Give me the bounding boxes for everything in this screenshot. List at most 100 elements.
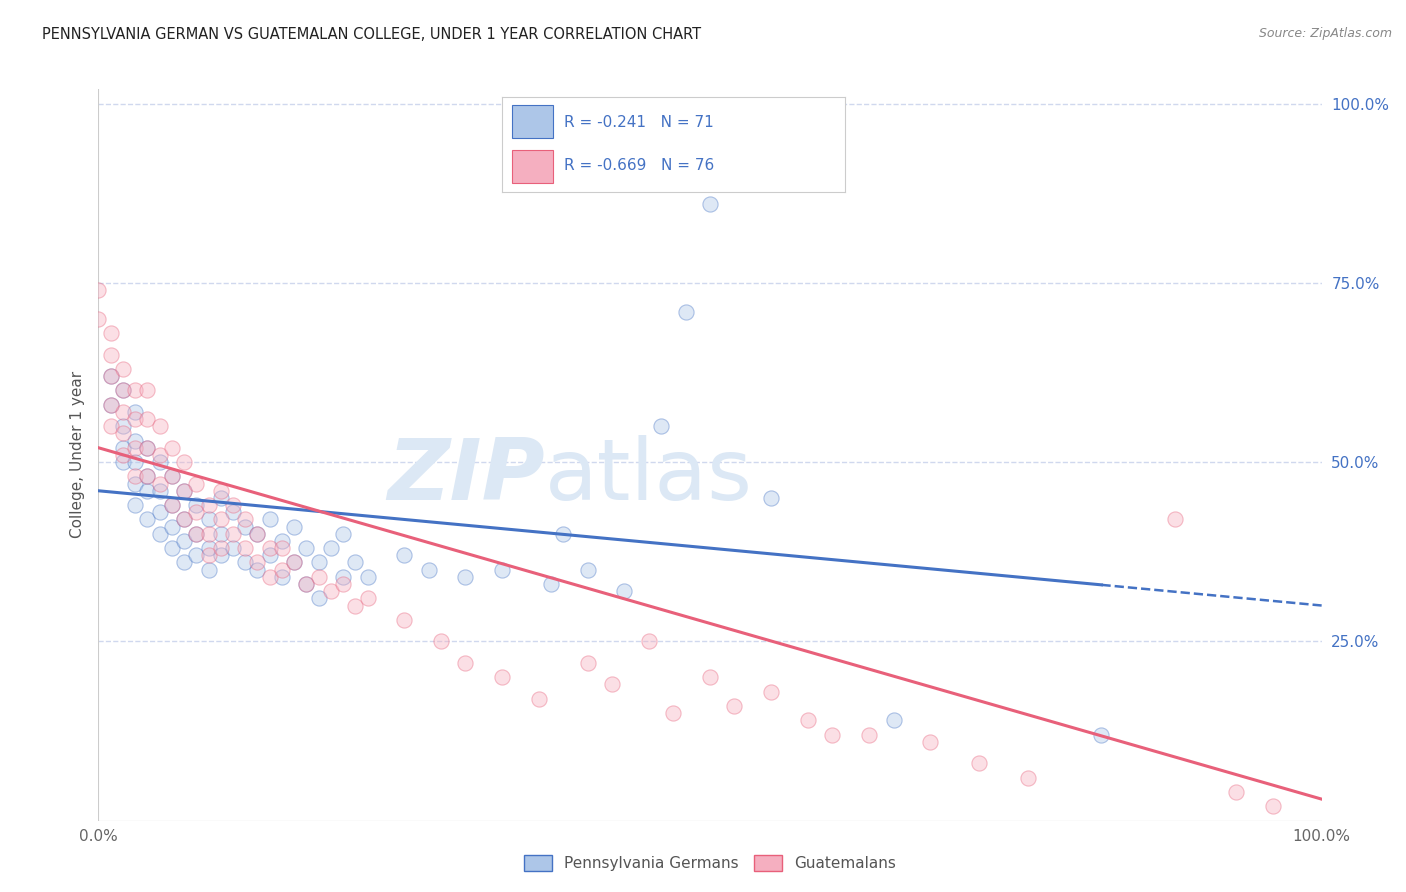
Point [540,577,562,591]
Point [124,476,146,491]
Point [308,591,330,606]
Point [699,670,721,684]
Point [222,526,245,541]
Point [209,512,232,526]
Point [160,469,183,483]
Point [209,541,232,556]
Point [491,563,513,577]
Point [319,541,342,556]
Point [124,384,146,398]
Point [920,735,942,749]
Legend: Pennsylvania Germans, Guatemalans: Pennsylvania Germans, Guatemalans [517,847,903,879]
Point [613,584,636,599]
Point [418,563,440,577]
Point [160,519,183,533]
Point [295,541,318,556]
Point [186,498,208,512]
Point [124,498,146,512]
Point [197,541,219,556]
Point [111,419,134,434]
Point [858,728,880,742]
Point [283,519,305,533]
Point [222,498,245,512]
Point [197,512,219,526]
Point [160,469,183,483]
Point [1090,728,1112,742]
Point [100,398,122,412]
Point [1017,771,1039,785]
Point [233,556,256,570]
Point [100,398,122,412]
Point [283,556,305,570]
Point [491,670,513,684]
Point [149,455,172,469]
Point [967,756,990,771]
Point [197,563,219,577]
Point [149,448,172,462]
Point [100,419,122,434]
Point [246,526,269,541]
Point [136,384,159,398]
Point [87,283,110,297]
Point [699,197,721,211]
Point [197,498,219,512]
Point [222,505,245,519]
Point [124,441,146,455]
Point [124,434,146,448]
Point [576,563,599,577]
Point [233,519,256,533]
Point [160,441,183,455]
Point [136,441,159,455]
Point [761,684,783,698]
Point [149,505,172,519]
Point [136,512,159,526]
Point [356,570,378,584]
Point [576,656,599,670]
Point [332,526,354,541]
Point [270,533,294,548]
Point [209,526,232,541]
Point [136,483,159,498]
Point [124,405,146,419]
Point [392,549,416,563]
Point [173,483,195,498]
Point [270,541,294,556]
Point [149,483,172,498]
Point [430,634,453,648]
Point [259,512,281,526]
Point [308,570,330,584]
Point [246,563,269,577]
Point [454,570,477,584]
Point [308,556,330,570]
Point [246,526,269,541]
Point [332,570,354,584]
Point [638,634,661,648]
Point [173,533,195,548]
Point [270,563,294,577]
Point [233,512,256,526]
Point [136,469,159,483]
Point [1164,512,1187,526]
Point [111,455,134,469]
Point [186,526,208,541]
Point [319,584,342,599]
Text: Source: ZipAtlas.com: Source: ZipAtlas.com [1258,27,1392,40]
Point [173,455,195,469]
Point [246,556,269,570]
Point [650,419,672,434]
Point [111,384,134,398]
Point [356,591,378,606]
Point [332,577,354,591]
Point [111,405,134,419]
Point [553,526,575,541]
Point [392,613,416,627]
Point [100,369,122,384]
Point [675,304,697,318]
Point [186,549,208,563]
Text: atlas: atlas [546,435,752,518]
Point [160,498,183,512]
Point [259,570,281,584]
Point [124,412,146,426]
Point [233,541,256,556]
Point [100,326,122,340]
